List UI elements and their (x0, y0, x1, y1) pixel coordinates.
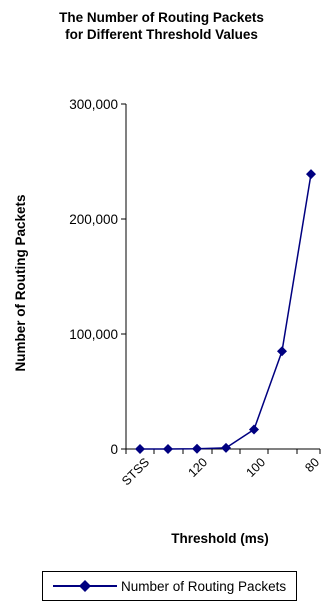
series-layer (135, 169, 316, 454)
y-tick-label: 200,000 (69, 212, 118, 227)
chart-title-line-1: The Number of Routing Packets (59, 10, 264, 25)
y-tick-label: 0 (110, 442, 118, 457)
series-line (140, 174, 312, 450)
y-tick-label: 300,000 (69, 97, 118, 112)
data-point (277, 346, 287, 357)
x-tick-label: 80 (302, 455, 322, 475)
legend-series-label: Number of Routing Packets (121, 578, 287, 594)
x-axis-label: Threshold (ms) (171, 531, 269, 546)
y-axis-ticks: 0 100,000 200,000 300,000 (69, 97, 126, 457)
data-point (249, 424, 259, 435)
x-tick-label: 120 (185, 455, 210, 480)
chart-title-line-2: for Different Threshold Values (65, 27, 258, 42)
chart-title: The Number of Routing Packets for Differ… (0, 9, 323, 43)
chart-axes (125, 104, 320, 450)
x-axis-ticks: STSS 120 100 80 (119, 449, 322, 488)
data-point (221, 442, 231, 453)
data-point (163, 444, 173, 454)
y-axis-label: Number of Routing Packets (13, 194, 28, 371)
data-point (306, 169, 316, 180)
x-tick-label: STSS (119, 455, 152, 488)
x-tick-label: 100 (243, 455, 268, 480)
legend-series-marker (53, 580, 117, 592)
data-point (135, 444, 145, 454)
legend: Number of Routing Packets (42, 571, 297, 601)
data-point (192, 443, 202, 454)
y-tick-label: 100,000 (69, 327, 118, 342)
